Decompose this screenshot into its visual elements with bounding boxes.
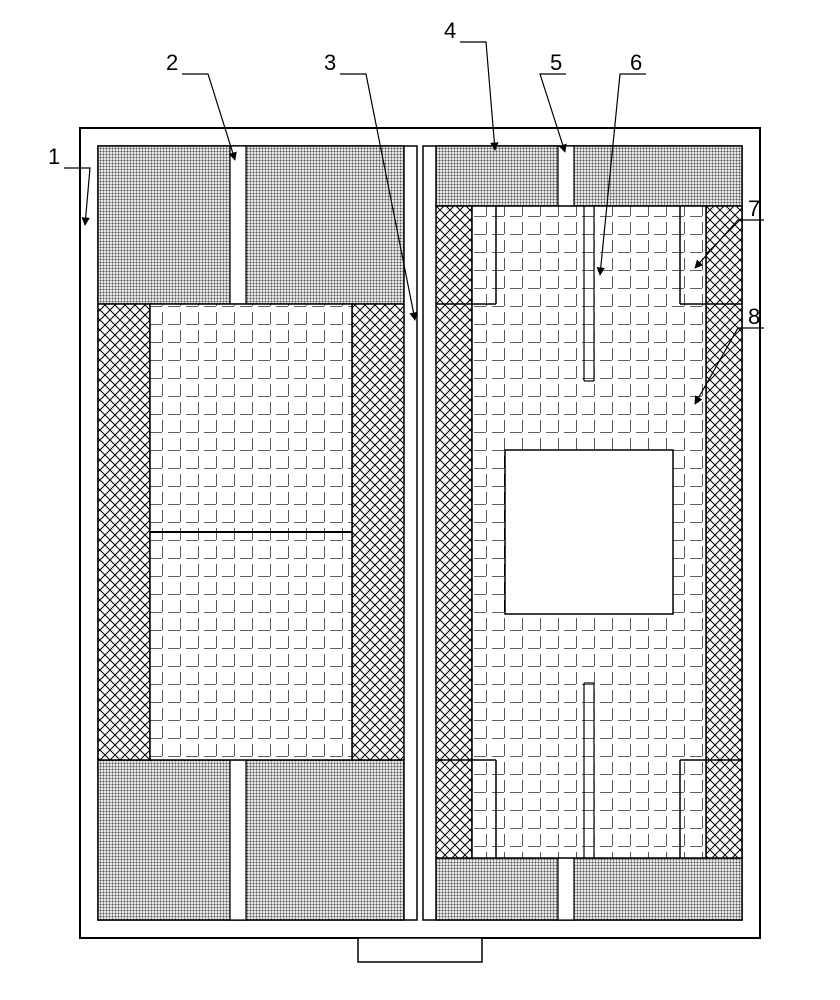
diagram-container: 1 2 3 4 5 6 7 8 (0, 0, 840, 1000)
callout-label-8: 8 (748, 304, 760, 330)
schematic-svg (0, 0, 840, 1000)
callout-label-4: 4 (444, 18, 456, 44)
callout-label-3: 3 (324, 50, 336, 76)
callout-label-6: 6 (630, 50, 642, 76)
callout-label-2: 2 (166, 50, 178, 76)
callout-label-1: 1 (48, 144, 60, 170)
callout-label-7: 7 (748, 196, 760, 222)
callout-label-5: 5 (550, 50, 562, 76)
